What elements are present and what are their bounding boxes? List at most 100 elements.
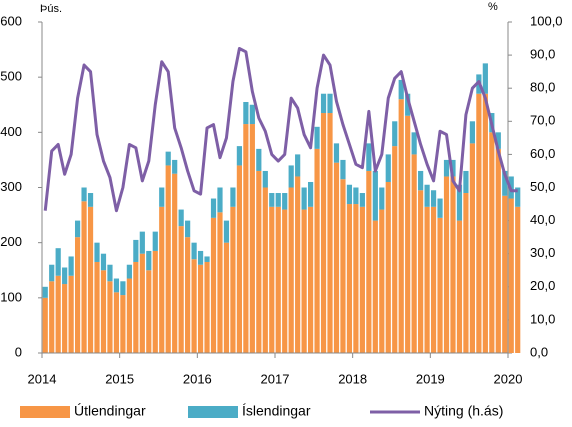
bar (94, 242, 100, 262)
y2-tick-label: 10,0 (530, 311, 555, 326)
bar (366, 170, 372, 353)
bar (230, 187, 236, 207)
bar (418, 170, 424, 191)
bar (249, 124, 255, 353)
bar (314, 148, 320, 353)
bar (165, 165, 171, 353)
bar (139, 253, 145, 353)
bar (100, 270, 107, 353)
bar (197, 250, 204, 265)
bar (249, 104, 255, 125)
bar (269, 193, 275, 207)
bar (204, 256, 210, 262)
bar (307, 206, 314, 353)
bar (346, 204, 353, 353)
bar (450, 176, 456, 353)
bar (197, 264, 204, 353)
bar (146, 250, 152, 271)
bar (295, 176, 301, 353)
legend-label: Íslendingar (242, 403, 311, 419)
x-tick-label: 2017 (261, 371, 290, 386)
bar (411, 132, 417, 155)
bar (217, 187, 223, 213)
bar (372, 170, 378, 221)
bar (172, 159, 178, 174)
legend-label: Nýting (h.ás) (424, 403, 503, 419)
y-tick-label: 400 (0, 124, 22, 139)
legend-swatch (20, 406, 70, 418)
bar (333, 162, 340, 353)
bar (320, 93, 327, 114)
bar (146, 270, 152, 353)
bar (437, 217, 443, 353)
y-tick-label: 100 (0, 289, 22, 304)
bar (49, 281, 55, 353)
bar (456, 220, 463, 353)
bar (100, 253, 107, 271)
bar (495, 148, 501, 353)
bar (126, 264, 132, 279)
y2-tick-label: 50,0 (530, 179, 555, 194)
bar (443, 159, 450, 177)
bar (469, 143, 476, 353)
bar (502, 195, 508, 353)
bar (392, 146, 398, 353)
bar (210, 217, 217, 353)
bar (236, 165, 243, 353)
bar (430, 206, 437, 353)
bar (87, 193, 94, 207)
bar (185, 220, 191, 238)
bar (418, 190, 424, 353)
bar (340, 159, 346, 180)
bar (217, 212, 223, 353)
bar (327, 93, 333, 114)
bar (165, 151, 171, 166)
bar (353, 187, 359, 205)
x-tick-label: 2020 (494, 371, 523, 386)
bar (191, 259, 197, 353)
bar (405, 115, 411, 354)
bar (55, 248, 61, 276)
y2-tick-label: 20,0 (530, 278, 555, 293)
bar (230, 206, 236, 353)
bar (159, 206, 165, 353)
x-tick-label: 2019 (416, 371, 445, 386)
bar (502, 170, 508, 196)
bar (469, 121, 476, 144)
bar (236, 146, 243, 166)
bar (398, 79, 404, 100)
bar (275, 206, 281, 353)
bar (139, 231, 145, 254)
y2-tick-label: 0,0 (530, 344, 548, 359)
bar (262, 187, 268, 353)
bar (288, 165, 294, 188)
y-tick-label: 0 (15, 344, 22, 359)
bar (301, 187, 307, 210)
bar (159, 187, 165, 207)
x-tick-label: 2014 (28, 371, 57, 386)
bar (74, 237, 81, 353)
y-tick-label: 500 (0, 69, 22, 84)
bar (87, 206, 94, 353)
bar (282, 209, 288, 353)
y2-tick-label: 70,0 (530, 113, 555, 128)
bar (120, 295, 126, 353)
bar (126, 278, 132, 353)
bar (288, 187, 294, 353)
bar (133, 239, 139, 262)
bar (256, 170, 262, 353)
bar (333, 143, 340, 163)
bar (456, 184, 463, 221)
y2-tick-label: 30,0 (530, 245, 555, 260)
bar (81, 201, 87, 353)
x-tick-label: 2016 (183, 371, 212, 386)
bar (120, 281, 126, 296)
bar (392, 121, 398, 147)
bar (68, 256, 74, 276)
bar (372, 220, 378, 353)
line (43, 46, 518, 213)
bar (68, 275, 74, 353)
bar (450, 159, 456, 177)
bar (340, 179, 346, 353)
bar (385, 154, 391, 182)
